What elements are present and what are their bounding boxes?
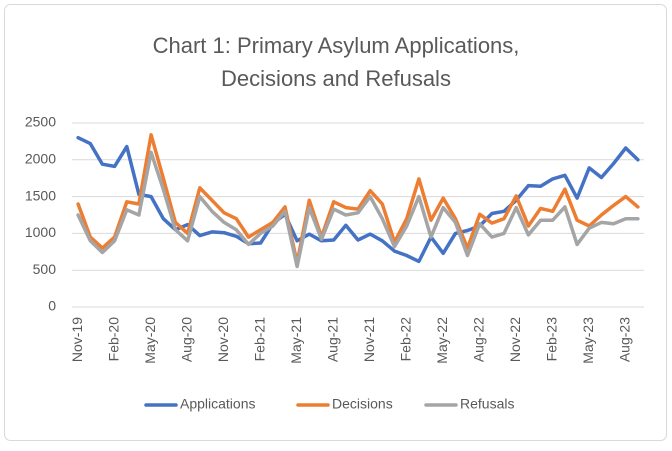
chart-title: Decisions and Refusals	[221, 66, 451, 91]
y-tick-label: 1500	[25, 187, 56, 203]
chart-frame	[4, 4, 667, 441]
x-tick-label: May-22	[434, 317, 450, 364]
x-tick-label: Nov-22	[507, 317, 523, 362]
y-tick-label: 2500	[25, 114, 56, 130]
x-tick-label: May-21	[288, 317, 304, 364]
legend-label: Decisions	[332, 396, 393, 412]
legend-label: Refusals	[460, 396, 514, 412]
x-tick-label: Nov-19	[69, 317, 85, 362]
x-tick-label: Aug-21	[324, 317, 340, 362]
data-line	[76, 133, 640, 265]
data-line	[76, 150, 640, 269]
legend-label: Applications	[180, 396, 256, 412]
y-tick-label: 2000	[25, 151, 56, 167]
x-tick-label: Aug-22	[470, 317, 486, 362]
chart-title: Chart 1: Primary Asylum Applications,	[153, 33, 520, 58]
x-tick-label: Feb-21	[251, 317, 267, 362]
data-line	[76, 135, 640, 264]
x-tick-label: May-23	[580, 317, 596, 364]
y-tick-label: 0	[48, 298, 56, 314]
x-tick-label: Aug-20	[178, 317, 194, 362]
x-tick-label: Feb-20	[105, 317, 121, 362]
x-tick-label: May-20	[142, 317, 158, 364]
y-tick-label: 1000	[25, 224, 56, 240]
x-tick-label: Nov-20	[215, 317, 231, 362]
x-tick-label: Feb-23	[543, 317, 559, 362]
x-tick-label: Aug-23	[616, 317, 632, 362]
x-tick-label: Nov-21	[361, 317, 377, 362]
y-tick-label: 500	[33, 261, 57, 277]
x-tick-label: Feb-22	[397, 317, 413, 362]
